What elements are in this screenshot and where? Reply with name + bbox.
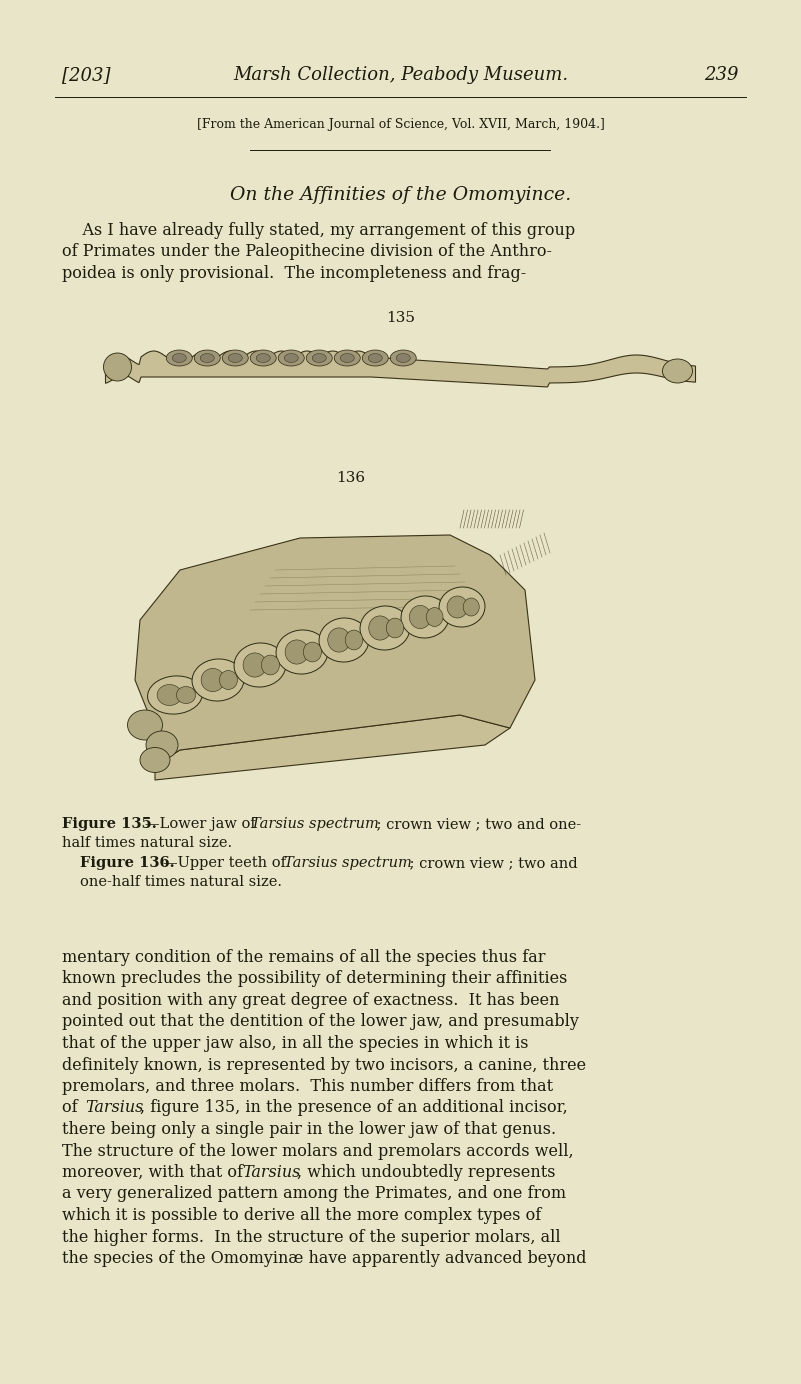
Ellipse shape [426, 608, 443, 627]
Text: the higher forms.  In the structure of the superior molars, all: the higher forms. In the structure of th… [62, 1229, 561, 1246]
Ellipse shape [243, 653, 267, 677]
Ellipse shape [304, 642, 321, 662]
Text: [From the American Journal of Science, Vol. XVII, March, 1904.]: [From the American Journal of Science, V… [196, 118, 605, 131]
Ellipse shape [368, 353, 382, 363]
Text: Tarsius: Tarsius [242, 1164, 300, 1181]
Text: premolars, and three molars.  This number differs from that: premolars, and three molars. This number… [62, 1078, 553, 1095]
Text: one-half times natural size.: one-half times natural size. [80, 876, 282, 890]
Ellipse shape [439, 587, 485, 627]
Ellipse shape [192, 659, 244, 702]
Ellipse shape [409, 605, 431, 628]
Ellipse shape [201, 668, 224, 692]
Ellipse shape [401, 597, 449, 638]
Ellipse shape [228, 353, 242, 363]
Text: [203]: [203] [62, 66, 111, 84]
Ellipse shape [334, 350, 360, 365]
Text: of Primates under the Paleopithecine division of the Anthro-: of Primates under the Paleopithecine div… [62, 244, 552, 260]
Ellipse shape [219, 671, 238, 689]
Ellipse shape [256, 353, 270, 363]
Text: known precludes the possibility of determining their affinities: known precludes the possibility of deter… [62, 970, 567, 988]
Text: 136: 136 [336, 471, 365, 484]
Ellipse shape [200, 353, 214, 363]
Ellipse shape [157, 685, 182, 706]
Ellipse shape [328, 628, 350, 652]
Text: a very generalized pattern among the Primates, and one from: a very generalized pattern among the Pri… [62, 1186, 566, 1203]
Ellipse shape [127, 710, 163, 740]
Ellipse shape [340, 353, 354, 363]
Text: —Upper teeth of: —Upper teeth of [163, 855, 291, 871]
Text: of: of [62, 1099, 83, 1117]
Ellipse shape [234, 644, 286, 686]
Ellipse shape [146, 731, 178, 758]
Ellipse shape [285, 639, 308, 664]
Text: —Lower jaw of: —Lower jaw of [145, 817, 260, 830]
Text: , which undoubtedly represents: , which undoubtedly represents [296, 1164, 555, 1181]
Ellipse shape [463, 598, 479, 616]
Text: Figure 136.: Figure 136. [80, 855, 175, 871]
Text: ; crown view ; two and one-: ; crown view ; two and one- [372, 817, 581, 830]
Text: pointed out that the dentition of the lower jaw, and presumably: pointed out that the dentition of the lo… [62, 1013, 579, 1031]
Text: half times natural size.: half times natural size. [62, 836, 232, 851]
Ellipse shape [167, 350, 192, 365]
Ellipse shape [306, 350, 332, 365]
Polygon shape [135, 536, 535, 765]
Ellipse shape [284, 353, 298, 363]
Ellipse shape [140, 747, 170, 772]
Polygon shape [155, 716, 510, 781]
Ellipse shape [360, 606, 410, 650]
Ellipse shape [362, 350, 388, 365]
Text: 135: 135 [386, 311, 415, 325]
Ellipse shape [172, 353, 187, 363]
Ellipse shape [368, 616, 391, 639]
Text: Marsh Collection, Peabody Museum.: Marsh Collection, Peabody Museum. [233, 66, 568, 84]
Ellipse shape [176, 686, 195, 703]
Text: On the Affinities of the Omomyince.: On the Affinities of the Omomyince. [230, 185, 571, 203]
Text: there being only a single pair in the lower jaw of that genus.: there being only a single pair in the lo… [62, 1121, 556, 1138]
Text: The structure of the lower molars and premolars accords well,: The structure of the lower molars and pr… [62, 1143, 574, 1160]
Text: Tarsius spectrum: Tarsius spectrum [284, 855, 412, 871]
Ellipse shape [147, 675, 203, 714]
Ellipse shape [345, 630, 363, 650]
Text: As I have already fully stated, my arrangement of this group: As I have already fully stated, my arran… [62, 221, 575, 239]
Polygon shape [106, 352, 695, 388]
Ellipse shape [662, 358, 693, 383]
Text: Tarsius: Tarsius [86, 1099, 144, 1117]
Ellipse shape [278, 350, 304, 365]
Ellipse shape [103, 353, 131, 381]
Ellipse shape [396, 353, 410, 363]
Text: and position with any great degree of exactness.  It has been: and position with any great degree of ex… [62, 992, 560, 1009]
Text: 239: 239 [705, 66, 739, 84]
Text: , figure 135, in the presence of an additional incisor,: , figure 135, in the presence of an addi… [140, 1099, 568, 1117]
Text: Figure 135.: Figure 135. [62, 817, 157, 830]
Text: the species of the Omomyinæ have apparently advanced beyond: the species of the Omomyinæ have apparen… [62, 1250, 586, 1266]
Ellipse shape [195, 350, 220, 365]
Text: ; crown view ; two and: ; crown view ; two and [405, 855, 578, 871]
Ellipse shape [276, 630, 328, 674]
Text: moreover, with that of: moreover, with that of [62, 1164, 248, 1181]
Text: mentary condition of the remains of all the species thus far: mentary condition of the remains of all … [62, 949, 545, 966]
Text: that of the upper jaw also, in all the species in which it is: that of the upper jaw also, in all the s… [62, 1035, 529, 1052]
Text: definitely known, is represented by two incisors, a canine, three: definitely known, is represented by two … [62, 1056, 586, 1074]
Ellipse shape [390, 350, 417, 365]
Ellipse shape [250, 350, 276, 365]
Ellipse shape [261, 655, 280, 675]
Ellipse shape [447, 597, 468, 619]
Text: poidea is only provisional.  The incompleteness and frag-: poidea is only provisional. The incomple… [62, 264, 526, 282]
Ellipse shape [222, 350, 248, 365]
Ellipse shape [319, 619, 369, 662]
Ellipse shape [312, 353, 326, 363]
Ellipse shape [386, 619, 404, 638]
Text: Tarsius spectrum: Tarsius spectrum [251, 817, 379, 830]
Text: which it is possible to derive all the more complex types of: which it is possible to derive all the m… [62, 1207, 541, 1223]
